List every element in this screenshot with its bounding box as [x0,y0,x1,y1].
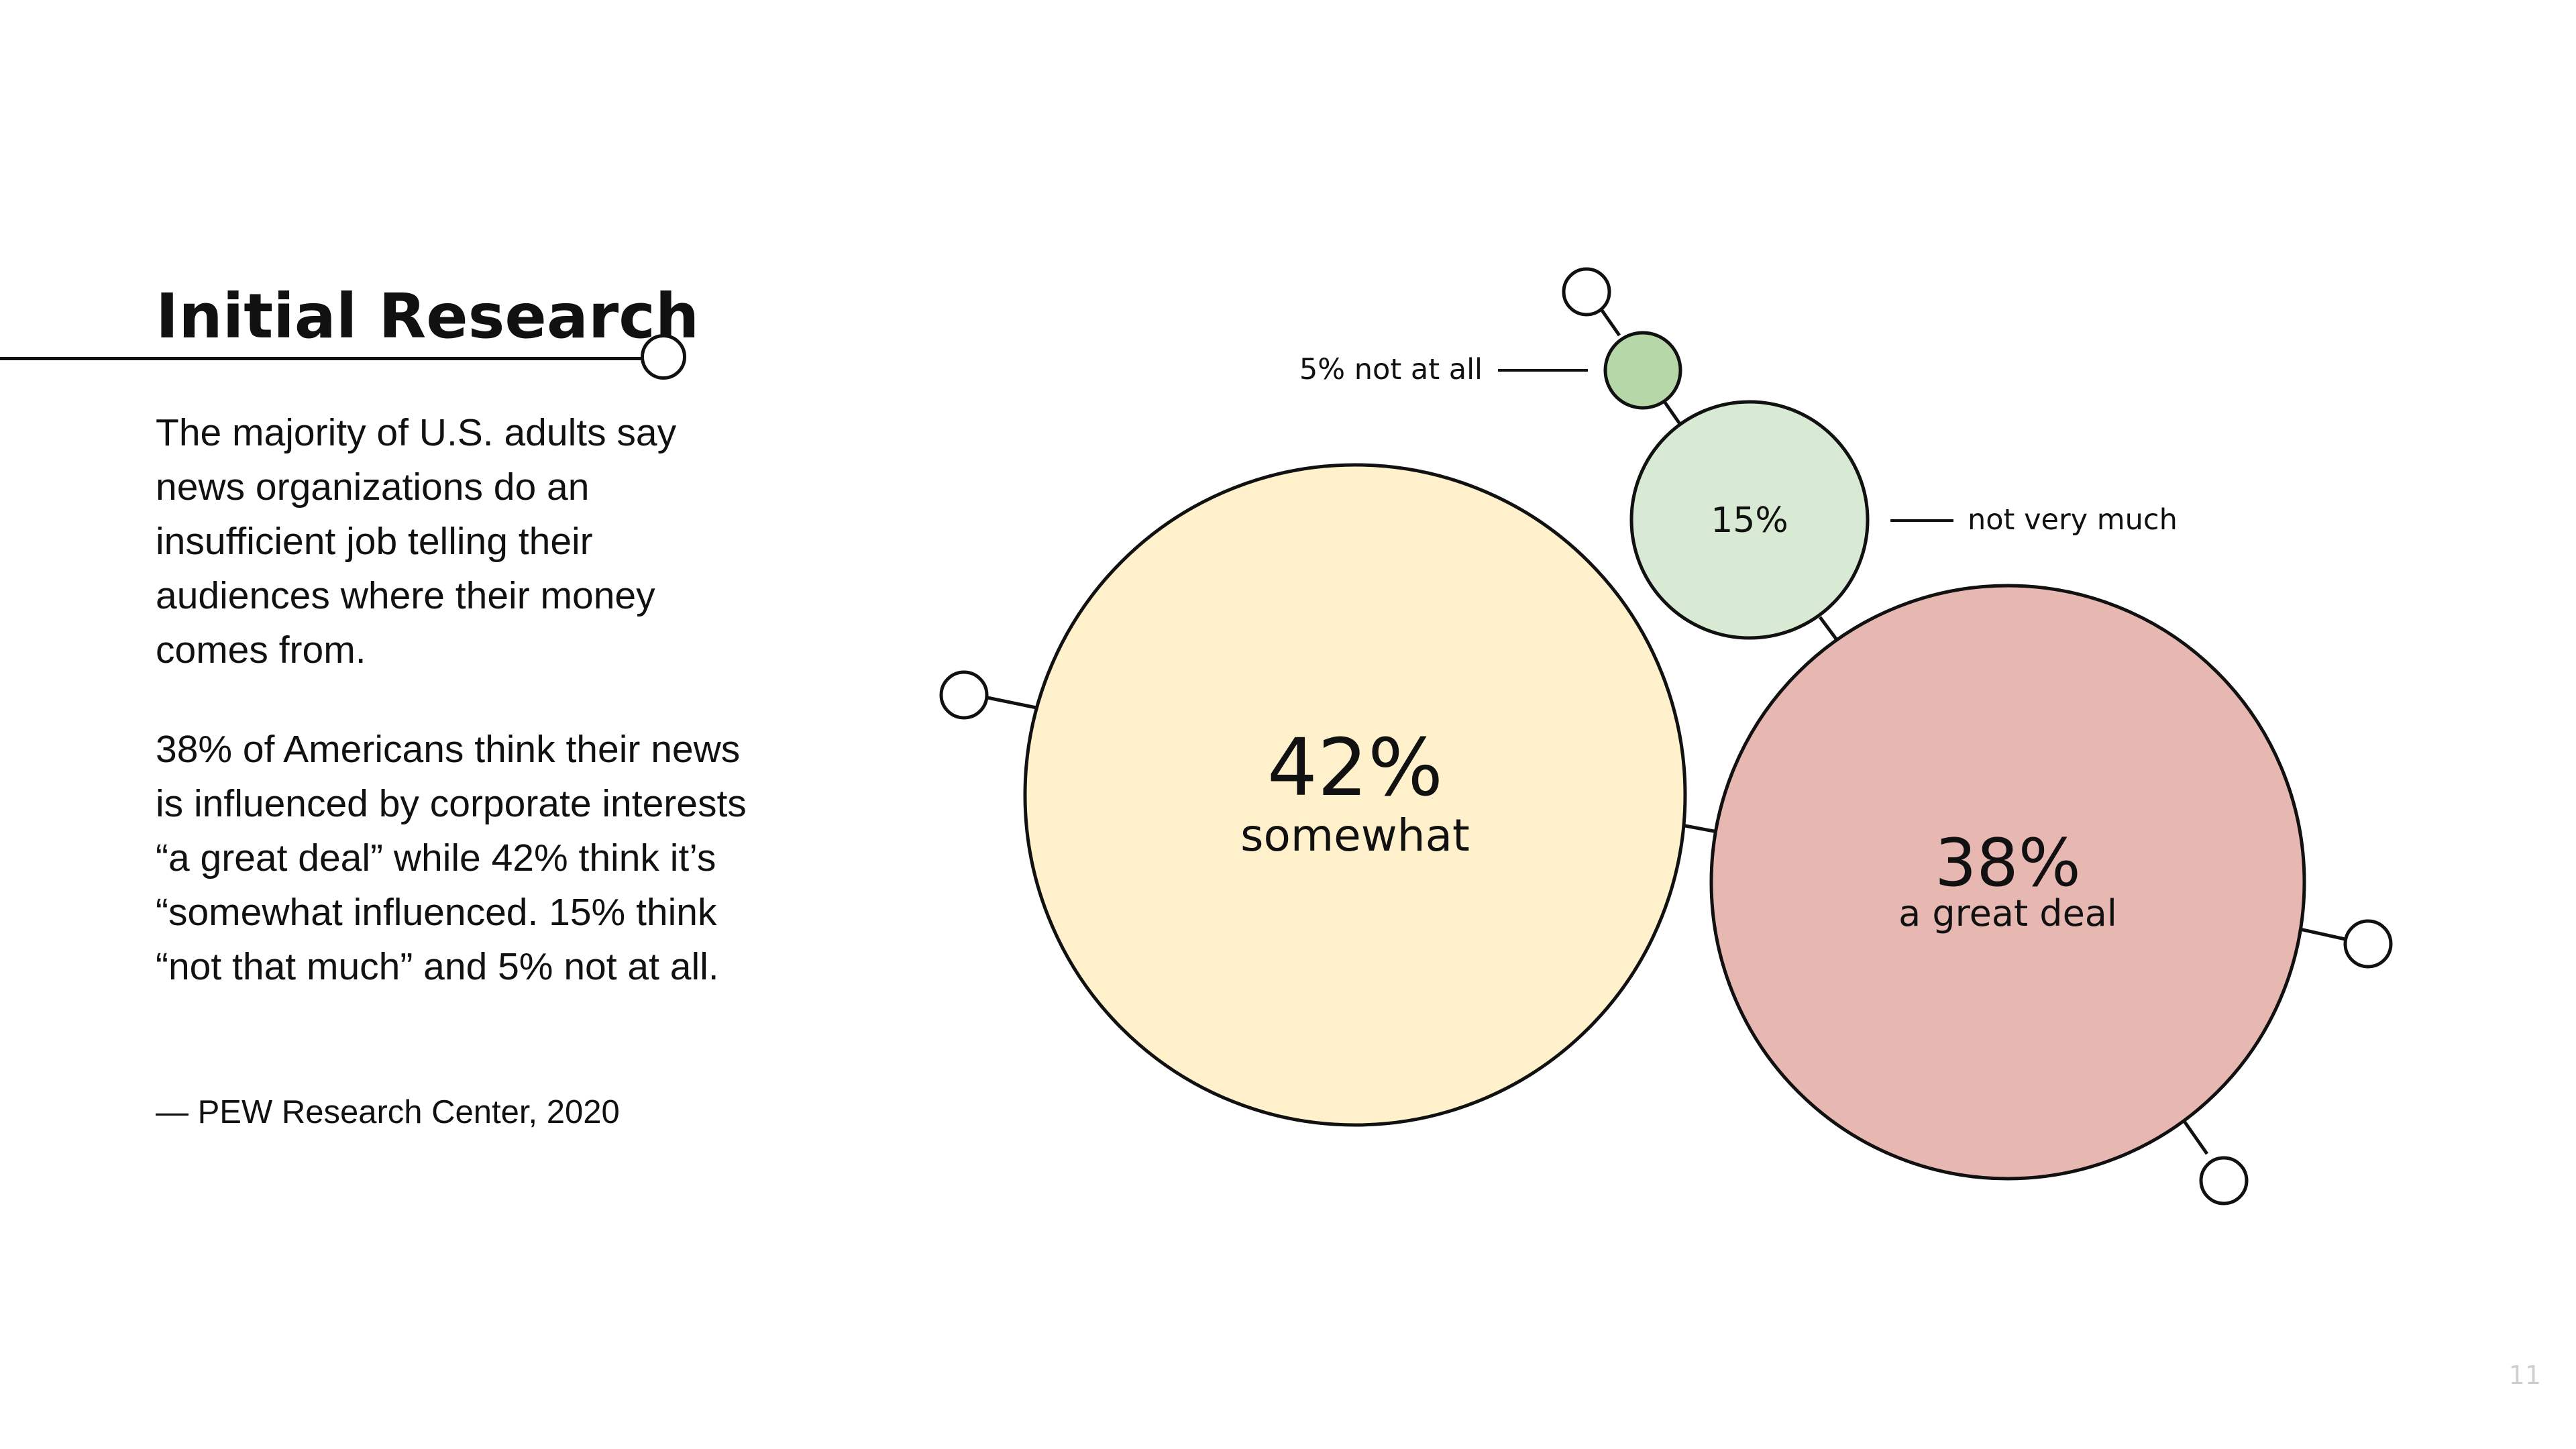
knob-circle [2199,1156,2249,1205]
knob-circle [2343,919,2393,969]
connector-line [1684,824,1718,834]
title-underline [0,357,643,360]
connector-line [987,696,1040,710]
callout-not-at-all: 5% not at all [1299,353,1483,386]
bubble-category-label-somewhat: somewhat [1240,810,1470,861]
bubble-a-great-deal [1709,584,2306,1181]
page-number: 11 [2508,1360,2541,1390]
bubble-category-label-a-great-deal: a great deal [1898,892,2117,934]
bubble-not-at-all [1603,331,1682,410]
connector-line [2182,1119,2209,1155]
knob-circle [1562,267,1611,317]
bubble-not-very-much [1629,400,1870,640]
page-title: Initial Research [156,280,700,352]
connector-line [2299,927,2352,943]
source-citation: — PEW Research Center, 2020 [156,1094,620,1130]
bubble-value-label-somewhat: 42% [1267,721,1443,814]
stats-paragraph: 38% of Americans think their news is inf… [156,728,747,988]
bubble-value-label-15: 15% [1711,500,1788,541]
knob-circle [939,670,989,720]
bubble-value-label-a-great-deal: 38% [1935,825,2081,902]
bubble-somewhat [1023,463,1687,1127]
callout-not-very-much: not very much [1968,503,2178,537]
intro-paragraph: The majority of U.S. adults say news org… [156,411,677,672]
connector-line [1818,616,1839,642]
underline-knob-circle [641,334,686,380]
